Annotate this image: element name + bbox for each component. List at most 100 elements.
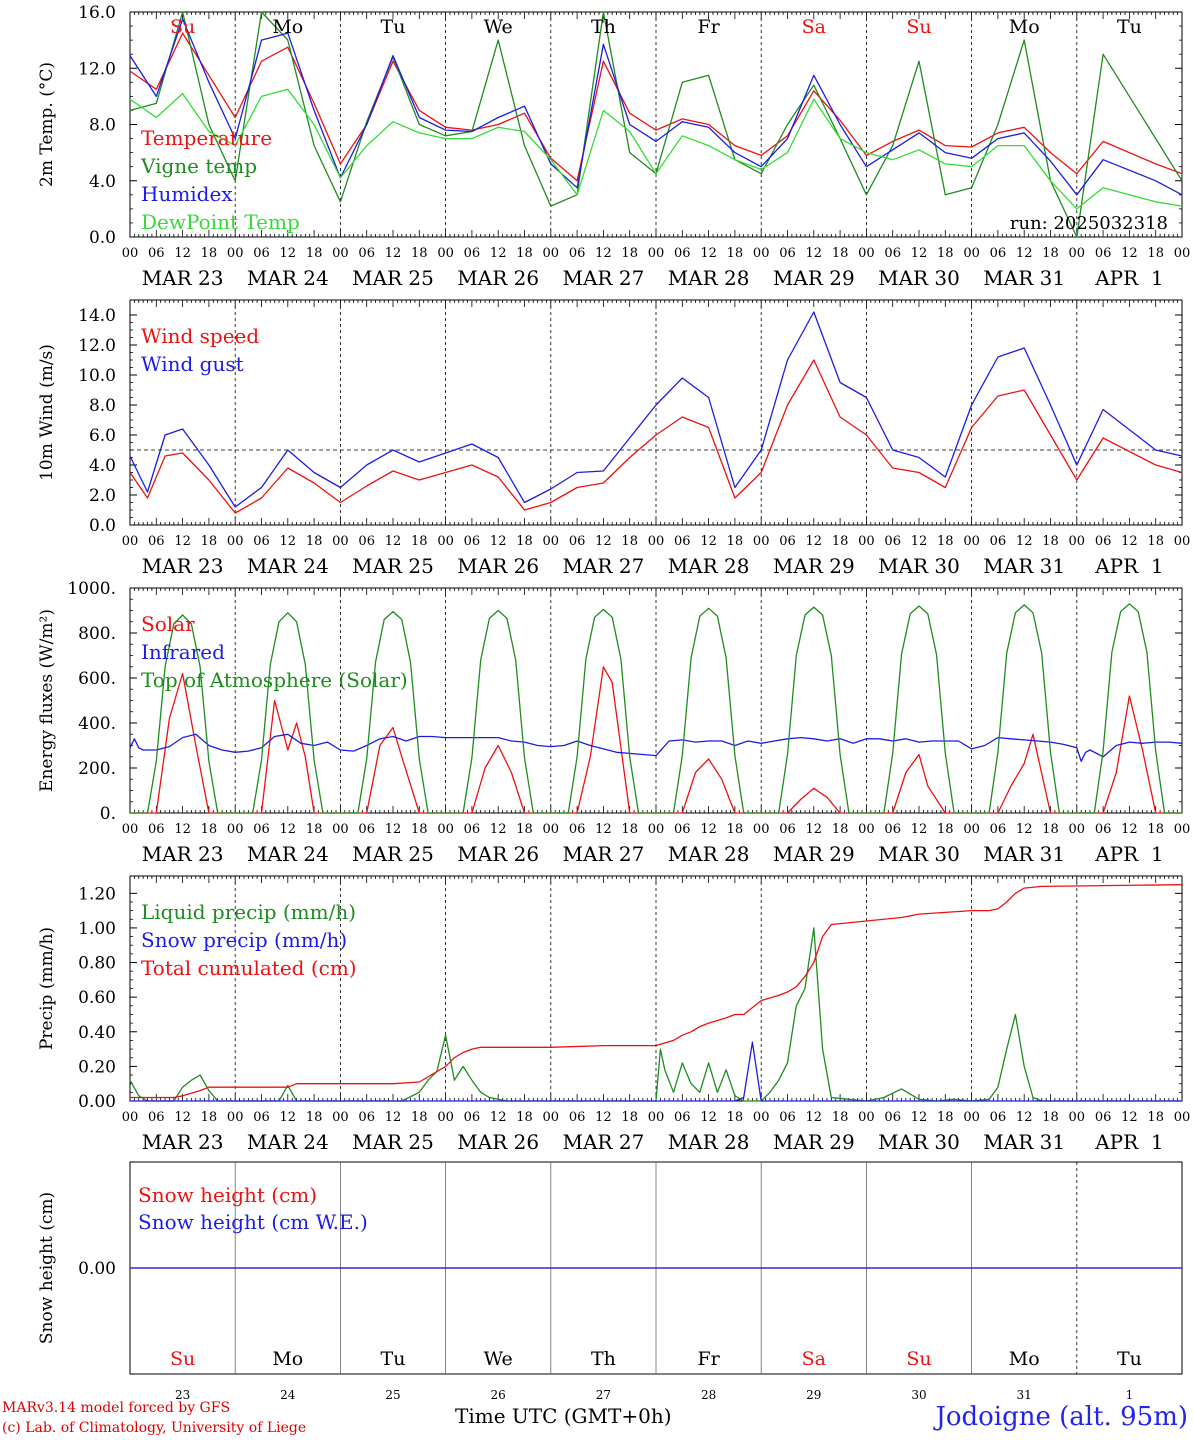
series-line-liquid-precip-mm-h- (129, 927, 1182, 1102)
y-axis-label: Snow height (cm) (37, 1192, 57, 1344)
credit-model-label: MARv3.14 model forced by GFS (2, 1400, 231, 1416)
day-of-week-label: Tu (1117, 1348, 1142, 1370)
y-tick-label: 16.0 (78, 3, 116, 23)
x-hour-tick-label: 00 (122, 246, 139, 261)
x-hour-tick-label: 18 (937, 1110, 954, 1125)
x-hour-tick-label: 00 (122, 822, 139, 837)
x-hour-tick-label: 18 (1042, 822, 1059, 837)
x-hour-tick-label: 00 (858, 534, 875, 549)
x-hour-tick-label: 18 (411, 822, 428, 837)
x-date-label: MAR 29 (773, 1130, 855, 1154)
x-hour-tick-label: 18 (937, 534, 954, 549)
y-tick-label: 6.0 (89, 426, 116, 446)
series-line-snow-precip-mm-h- (130, 1041, 1182, 1102)
x-hour-tick-label: 12 (174, 822, 191, 837)
x-hour-tick-label: 12 (280, 822, 297, 837)
x-hour-tick-label: 18 (201, 1110, 218, 1125)
x-hour-tick-label: 06 (779, 534, 796, 549)
x-hour-tick-label: 00 (1174, 822, 1191, 837)
x-date-label: APR 1 (1094, 554, 1163, 578)
day-number-label: 26 (491, 1388, 506, 1402)
series-line-total-cumulated-cm- (130, 884, 1183, 1099)
x-hour-tick-label: 00 (858, 246, 875, 261)
x-hour-tick-label: 18 (201, 822, 218, 837)
y-axis-label: Energy fluxes (W/m²) (37, 609, 57, 792)
day-of-week-label: Sa (802, 1348, 826, 1370)
panel-1-frame (129, 11, 1183, 238)
x-hour-tick-label: 06 (569, 246, 586, 261)
x-hour-tick-label: 06 (674, 1110, 691, 1125)
x-hour-tick-label: 18 (1042, 534, 1059, 549)
x-hour-tick-label: 12 (1121, 246, 1138, 261)
x-hour-tick-label: 00 (543, 534, 560, 549)
credit-lab-label: (c) Lab. of Climatology, University of L… (2, 1420, 307, 1436)
x-hour-tick-label: 12 (911, 1110, 928, 1125)
day-number-label: 24 (280, 1388, 296, 1402)
legend-entry: Humidex (141, 182, 233, 206)
x-hour-tick-label: 06 (884, 246, 901, 261)
x-hour-tick-label: 12 (911, 246, 928, 261)
x-hour-tick-label: 00 (437, 1110, 454, 1125)
day-of-week-label: Th (591, 1348, 616, 1370)
x-hour-tick-label: 18 (621, 246, 638, 261)
x-date-label: MAR 26 (457, 266, 539, 290)
run-annotation: run: 2025032318 (1010, 213, 1168, 234)
x-hour-tick-label: 00 (753, 534, 770, 549)
x-hour-tick-label: 06 (990, 534, 1007, 549)
x-hour-tick-label: 12 (174, 246, 191, 261)
series-line-wind-gust (129, 311, 1183, 508)
y-tick-label: 1000. (67, 579, 116, 599)
x-hour-tick-label: 18 (727, 822, 744, 837)
x-date-label: MAR 30 (878, 842, 960, 866)
x-date-label: APR 1 (1094, 842, 1163, 866)
series-line-dewpoint-temp (129, 88, 1183, 210)
x-hour-tick-label: 06 (884, 1110, 901, 1125)
x-hour-tick-label: 06 (884, 534, 901, 549)
y-tick-label: 0.40 (78, 1023, 116, 1043)
x-hour-tick-label: 12 (174, 534, 191, 549)
x-hour-tick-label: 00 (753, 246, 770, 261)
x-hour-tick-label: 12 (1016, 1110, 1033, 1125)
x-hour-tick-label: 06 (569, 1110, 586, 1125)
legend-entry: Wind gust (141, 352, 244, 376)
y-axis-label: 2m Temp. (°C) (37, 62, 57, 187)
x-hour-tick-label: 12 (174, 1110, 191, 1125)
x-hour-tick-label: 18 (727, 1110, 744, 1125)
day-of-week-label: Mo (272, 1348, 303, 1370)
legend-entry: Vigne temp (140, 154, 257, 178)
x-hour-tick-label: 06 (779, 822, 796, 837)
x-date-label: MAR 30 (878, 1130, 960, 1154)
x-date-label: MAR 25 (352, 842, 434, 866)
x-hour-tick-label: 06 (148, 246, 165, 261)
x-hour-tick-label: 00 (1174, 534, 1191, 549)
x-hour-tick-label: 06 (358, 1110, 375, 1125)
x-hour-tick-label: 18 (832, 822, 849, 837)
x-date-label: MAR 25 (352, 1130, 434, 1154)
series-line-temperature (129, 32, 1183, 182)
x-hour-tick-label: 00 (122, 1110, 139, 1125)
legend-entry: Snow precip (mm/h) (141, 928, 347, 952)
day-of-week-label: Su (170, 1348, 195, 1370)
x-date-label: MAR 28 (668, 842, 750, 866)
x-hour-tick-label: 12 (280, 246, 297, 261)
legend-entry: Temperature (141, 126, 272, 150)
x-hour-tick-label: 00 (753, 822, 770, 837)
x-hour-tick-label: 00 (332, 534, 349, 549)
x-date-label: MAR 26 (457, 842, 539, 866)
x-date-label: MAR 25 (352, 554, 434, 578)
x-hour-tick-label: 12 (700, 1110, 717, 1125)
legend-entry: DewPoint Temp (141, 210, 300, 234)
x-date-label: APR 1 (1094, 1130, 1163, 1154)
x-hour-tick-label: 00 (1174, 1110, 1191, 1125)
x-date-label: MAR 30 (878, 266, 960, 290)
x-date-label: MAR 23 (142, 266, 224, 290)
day-number-label: 30 (911, 1388, 926, 1402)
x-hour-tick-label: 18 (621, 534, 638, 549)
y-tick-label: 0.00 (78, 1092, 116, 1112)
x-hour-tick-label: 18 (1042, 246, 1059, 261)
x-hour-tick-label: 18 (411, 246, 428, 261)
x-hour-tick-label: 12 (280, 534, 297, 549)
y-tick-label: 0.60 (78, 988, 116, 1008)
x-hour-tick-label: 06 (674, 246, 691, 261)
y-tick-label: 12.0 (78, 336, 116, 356)
